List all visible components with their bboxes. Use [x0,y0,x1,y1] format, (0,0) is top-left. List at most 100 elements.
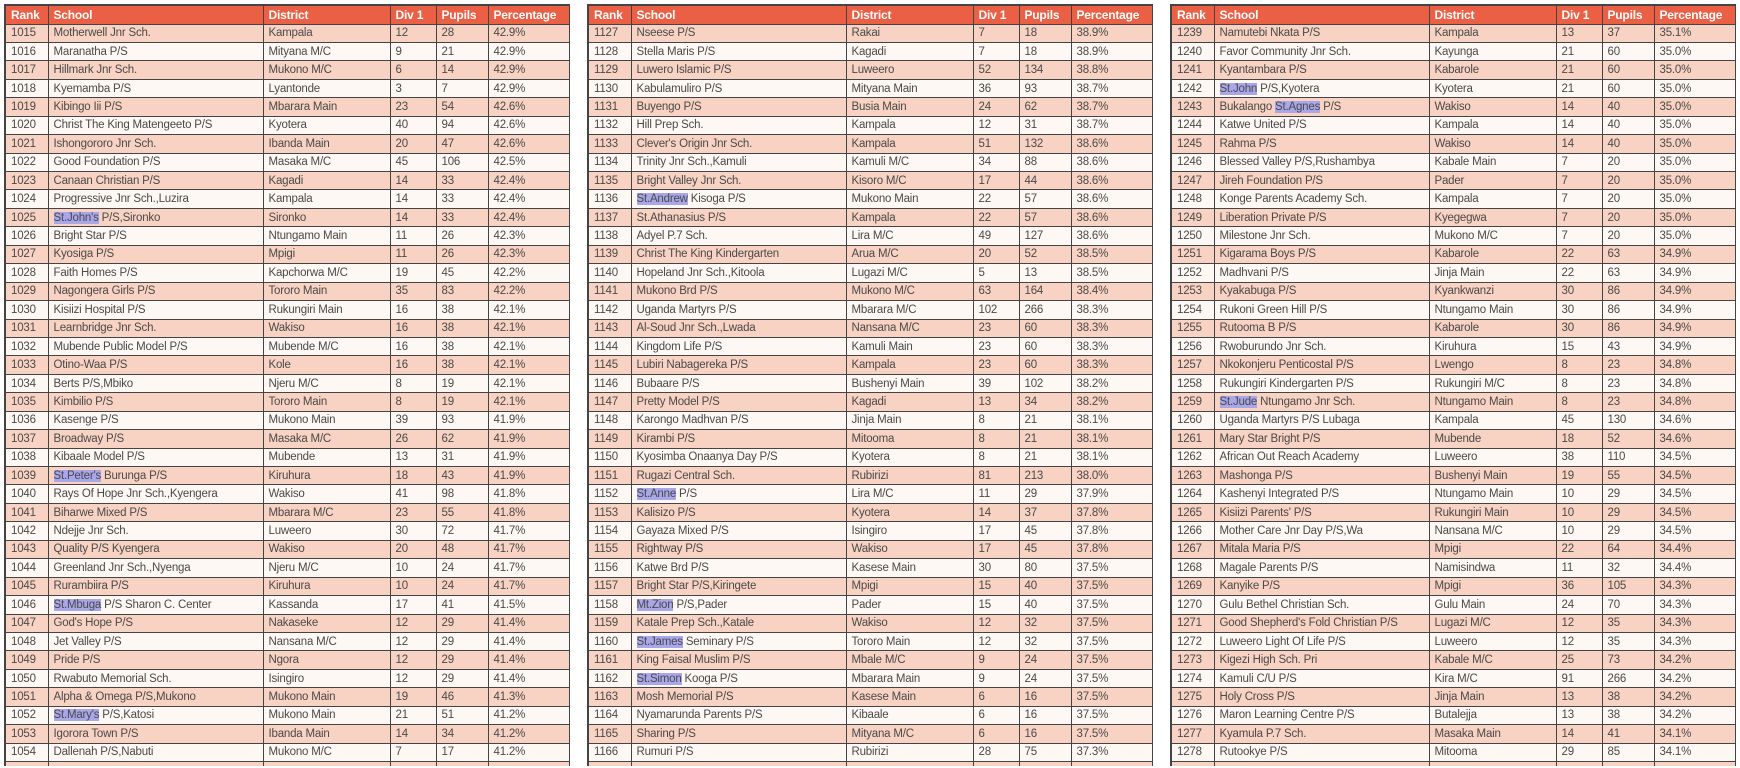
district-cell: Njeru M/C [262,373,391,394]
search-highlight: St.John's [53,211,99,224]
rank-cell: 1251 [1170,244,1215,265]
rank-cell: 1023 [4,170,49,191]
percentage-cell: 41.7% [487,539,570,560]
pupils-cell: 93 [1018,78,1072,99]
div1-cell [389,760,437,766]
table-row: 1149 Kirambi P/S Mitooma 8 21 38.1% [587,429,1153,449]
table-row: 1128 Stella Maris P/S Kagadi 7 18 38.9% [587,41,1153,62]
school-cell: Dallenah P/S,Nabuti [47,742,264,763]
district-cell: Mbarara Main [845,668,974,689]
rank-cell: 1269 [1170,576,1215,597]
table-row: 1053 Igorora Town P/S Ibanda Main 14 34 41.2% [4,724,570,744]
district-cell: Mukono Main [845,189,974,209]
rank-cell: 1050 [4,668,49,689]
rank-cell: 1139 [587,244,632,265]
percentage-cell: 38.3% [1070,318,1153,338]
rank-cell: 1149 [587,429,632,449]
table-row: 1040 Rays Of Hope Jnr Sch.,Kyengera Wakiso… [4,484,570,504]
column-header-pupils: Pupils [435,4,489,25]
percentage-cell: 38.1% [1070,410,1153,431]
div1-cell: 12 [972,115,1020,136]
rank-cell: 1148 [587,410,632,431]
div1-cell: 6 [389,60,437,80]
district-cell: Kabarole [1428,318,1557,338]
district-cell: Kole [262,355,391,375]
pupils-cell: 57 [1018,207,1072,228]
percentage-cell [1653,760,1736,766]
pupils-cell: 105 [1601,576,1655,597]
pupils-cell: 21 [1018,429,1072,449]
div1-cell: 18 [1555,429,1603,449]
percentage-cell: 34.9% [1653,300,1736,320]
rank-cell: 1016 [4,41,49,62]
div1-cell: 21 [1555,41,1603,62]
table-row: 1146 Bubaare P/S Bushenyi Main 39 102 38.2% [587,373,1153,394]
pupils-cell: 20 [1601,189,1655,209]
header-row: Rank School District Div 1 Pupils Percentage [587,4,1153,25]
div1-cell: 21 [1555,60,1603,80]
rank-cell: 1146 [587,373,632,394]
table-row: 1039 St.Peter's Burunga P/S Kiruhura 18 43 41… [4,465,570,486]
rank-cell: 1132 [587,115,632,136]
percentage-cell: 37.8% [1070,502,1153,523]
rank-cell: 1249 [1170,207,1215,228]
table-row: 1030 Kisiizi Hospital P/S Rukungiri Main 16… [4,300,570,320]
table-row: 1144 Kingdom Life P/S Kamuli Main 23 60 38.3% [587,336,1153,357]
table-row: 1165 Sharing P/S Mityana M/C 6 16 37.5% [587,724,1153,744]
column-header-rank: Rank [1170,4,1215,25]
school-name-text: Ntungamo Jnr Sch. [1257,395,1356,408]
district-cell: Wakiso [845,613,974,633]
district-cell: Bushenyi Main [1428,465,1557,486]
search-highlight: St.John [1219,82,1258,95]
div1-cell: 8 [389,392,437,412]
percentage-cell: 42.1% [487,318,570,338]
rank-cell: 1253 [1170,281,1215,302]
school-cell: Mosh Memorial P/S [630,687,847,707]
ranking-table: Rank School District Div 1 Pupils Percentage 1… [4,4,570,766]
table-row: 1239 Namutebi Nkata P/S Kampala 13 37 35.1% [1170,23,1736,43]
rank-cell: 1273 [1170,650,1215,670]
district-cell: Lira M/C [845,484,974,504]
div1-cell: 12 [1555,631,1603,652]
table-row: 1019 Kibingo Iii P/S Mbarara Main 23 54 42.6% [4,97,570,117]
district-cell: Kabarole [1428,244,1557,265]
school-cell: Motherwell Jnr Sch. [47,23,264,43]
div1-cell: 14 [389,189,437,209]
rank-cell: 1264 [1170,484,1215,504]
div1-cell: 10 [1555,484,1603,504]
table-row: 1046 St.Mbuga P/S Sharon C. Center Kassand… [4,595,570,615]
table-row: 1047 God's Hope P/S Nakaseke 12 29 41.4% [4,613,570,633]
percentage-cell: 35.0% [1653,189,1736,209]
rank-cell: 1272 [1170,631,1215,652]
percentage-cell: 41.4% [487,668,570,689]
district-cell: Masaka M/C [262,429,391,449]
district-cell: Kagadi [262,170,391,191]
div1-cell: 14 [389,207,437,228]
rank-cell: 1028 [4,263,49,283]
school-cell: Kyamula P.7 Sch. [1213,724,1430,744]
table-row: 1269 Kanyike P/S Mpigi 36 105 34.3% [1170,576,1736,597]
table-row: 1256 Rwoburundo Jnr Sch. Kiruhura 15 43 34.9% [1170,336,1736,357]
pupils-cell: 64 [1601,539,1655,560]
div1-cell: 11 [1555,558,1603,578]
pupils-cell: 37 [1018,502,1072,523]
pupils-cell: 106 [435,152,489,173]
rank-cell: 1032 [4,336,49,357]
percentage-cell: 38.1% [1070,447,1153,468]
div1-cell: 20 [972,244,1020,265]
rank-cell: 1155 [587,539,632,560]
district-cell: Ibanda Main [262,134,391,154]
table-row: 1158 Mt.Zion P/S,Pader Pader 15 40 37.5% [587,595,1153,615]
div1-cell: 9 [972,668,1020,689]
table-row: 1130 Kabulamuliro P/S Mityana Main 36 93 38.7… [587,78,1153,99]
div1-cell: 17 [972,521,1020,541]
district-cell: Mukono M/C [262,742,391,763]
table-row: 1254 Rukoni Green Hill P/S Ntungamo Main 30… [1170,300,1736,320]
rank-cell: 1043 [4,539,49,560]
percentage-cell: 34.1% [1653,724,1736,744]
district-cell: Lwengo [1428,355,1557,375]
district-cell: Rukungiri M/C [1428,373,1557,394]
rank-cell: 1256 [1170,336,1215,357]
div1-cell: 8 [972,410,1020,431]
percentage-cell: 42.6% [487,115,570,136]
